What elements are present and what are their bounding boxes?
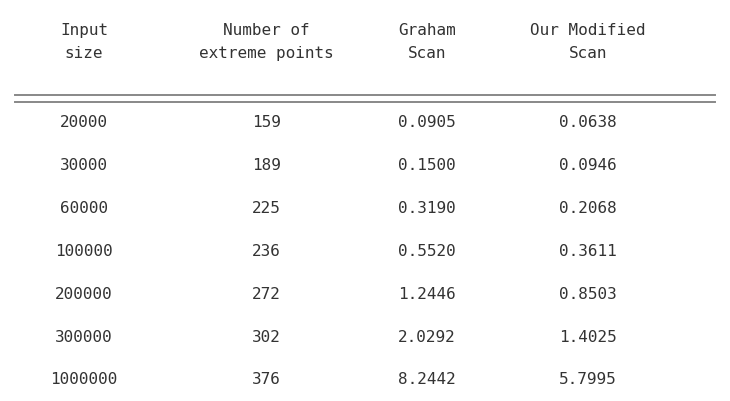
Text: 302: 302: [252, 329, 281, 344]
Text: 1000000: 1000000: [50, 371, 118, 387]
Text: 1.2446: 1.2446: [398, 286, 456, 301]
Text: 100000: 100000: [55, 243, 113, 258]
Text: 300000: 300000: [55, 329, 113, 344]
Text: 200000: 200000: [55, 286, 113, 301]
Text: 236: 236: [252, 243, 281, 258]
Text: 0.8503: 0.8503: [558, 286, 617, 301]
Text: 0.3611: 0.3611: [558, 243, 617, 258]
Text: 376: 376: [252, 371, 281, 387]
Text: 0.2068: 0.2068: [558, 200, 617, 215]
Text: 1.4025: 1.4025: [558, 329, 617, 344]
Text: 5.7995: 5.7995: [558, 371, 617, 387]
Text: Graham
Scan: Graham Scan: [398, 23, 456, 61]
Text: 189: 189: [252, 158, 281, 172]
Text: 272: 272: [252, 286, 281, 301]
Text: 8.2442: 8.2442: [398, 371, 456, 387]
Text: 2.0292: 2.0292: [398, 329, 456, 344]
Text: 20000: 20000: [60, 115, 108, 130]
Text: 159: 159: [252, 115, 281, 130]
Text: 0.1500: 0.1500: [398, 158, 456, 172]
Text: 225: 225: [252, 200, 281, 215]
Text: Input
size: Input size: [60, 23, 108, 61]
Text: Number of
extreme points: Number of extreme points: [199, 23, 334, 61]
Text: 0.5520: 0.5520: [398, 243, 456, 258]
Text: 30000: 30000: [60, 158, 108, 172]
Text: Our Modified
Scan: Our Modified Scan: [530, 23, 645, 61]
Text: 0.0905: 0.0905: [398, 115, 456, 130]
Text: 60000: 60000: [60, 200, 108, 215]
Text: 0.0946: 0.0946: [558, 158, 617, 172]
Text: 0.3190: 0.3190: [398, 200, 456, 215]
Text: 0.0638: 0.0638: [558, 115, 617, 130]
